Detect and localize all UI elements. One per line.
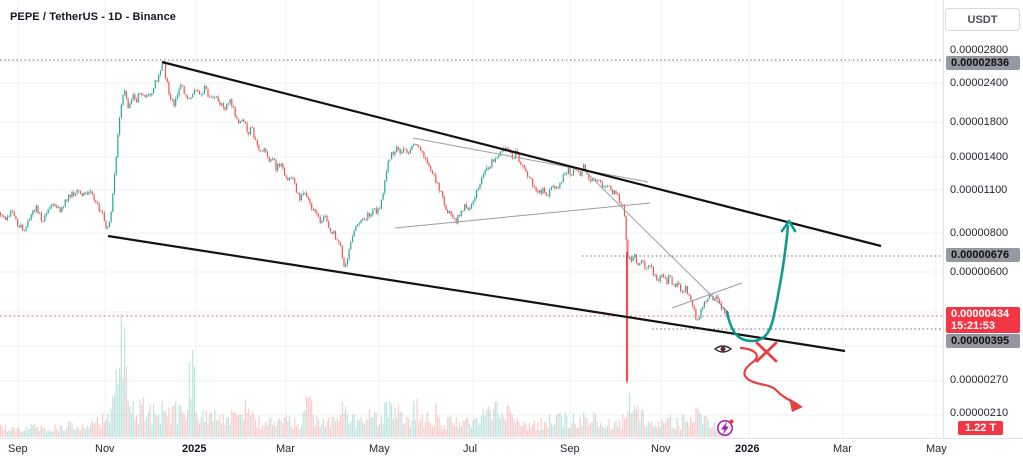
drawing-annotations[interactable] [713,219,803,436]
price-tick-label: 0.00001100 [950,184,1008,196]
grid-lines [0,0,943,438]
price-axis[interactable]: 0.00002800 0.00002400 0.00001800 0.00001400… [943,0,1023,438]
eye-icon[interactable] [713,345,733,353]
candlesticks [0,61,729,382]
time-axis[interactable]: Sep Nov 2025 Mar May Jul Sep Nov 2026 Mar May [0,438,1023,463]
price-tick-label: 0.00000800 [950,227,1009,239]
time-tick-label: May [926,443,947,455]
level-price-badge: 0.00002836 [946,56,1020,70]
price-tick-label: 0.00001400 [950,151,1009,163]
level-price-badge: 0.00000395 [946,334,1020,348]
price-tick-label: 0.00002400 [950,77,1009,89]
time-tick-label: Nov [651,443,671,455]
current-price-badge: 0.00000434 15:21:53 [946,307,1020,333]
currency-unit-button[interactable]: USDT [945,8,1020,31]
volume-bars [0,314,729,437]
bullish-scenario-arrow[interactable] [725,219,797,343]
time-tick-label: Sep [8,443,28,455]
pattern-trendlines-gray[interactable] [394,137,743,314]
time-tick-label: Mar [276,443,295,455]
level-price-badge: 0.00000676 [946,248,1020,262]
time-tick-label: Nov [95,443,115,455]
price-tick-label: 0.00000270 [950,374,1009,386]
price-tick-label: 0.00000210 [950,407,1009,419]
events-lightning-icon[interactable] [717,419,734,436]
price-tick-label: 0.00000600 [950,266,1009,278]
wedge-trendlines-black[interactable] [107,60,882,353]
bearish-scenario-arrow[interactable] [739,346,803,412]
rejection-x-mark[interactable] [755,341,778,363]
time-tick-label: Jul [463,443,478,455]
time-tick-label: Sep [560,443,580,455]
price-tick-label: 0.00001800 [950,116,1009,128]
time-tick-label: 2026 [735,443,760,455]
horizontal-level-lines[interactable] [0,59,943,330]
price-chart-canvas[interactable] [0,0,943,438]
chart-legend[interactable]: PEPE / TetherUS - 1D - Binance [10,7,176,25]
time-tick-label: 2025 [182,443,207,455]
time-tick-label: Mar [833,443,852,455]
price-tick-label: 0.00002800 [950,44,1009,56]
volume-badge: 1.22 T [958,421,1004,435]
symbol-title: PEPE / TetherUS - 1D - Binance [10,11,177,23]
time-tick-label: May [369,443,390,455]
